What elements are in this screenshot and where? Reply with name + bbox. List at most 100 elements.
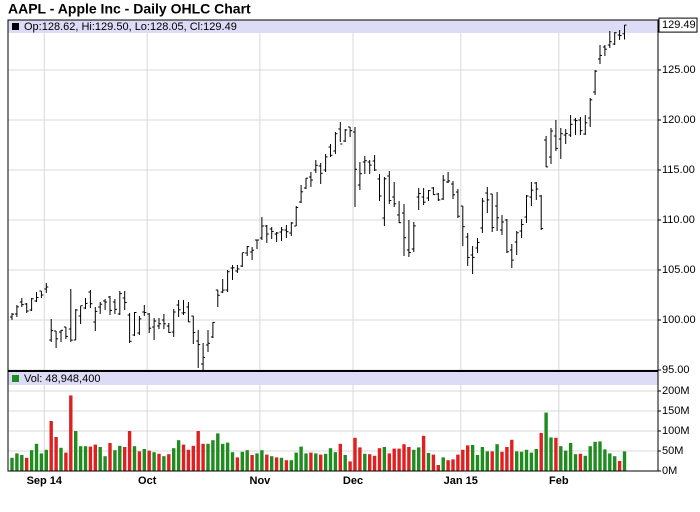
x-tick-label: Feb [549,475,569,487]
ohlc-bar [250,247,255,260]
ohlc-bar [426,190,431,201]
volume-bar [593,441,597,471]
volume-bar [201,443,205,471]
ohlc-bar [54,330,59,348]
ohlc-bar [602,45,607,56]
y-tick-label: 115.00 [662,164,695,176]
ohlc-bar [313,160,318,173]
ohlc-bar [519,219,524,238]
price-legend: Op:128.62, Hi:129.50, Lo:128.05, Cl:129.… [24,21,237,33]
grid [8,20,658,472]
volume-bar [59,447,63,471]
ohlc-bar [377,174,382,201]
ohlc-bar [206,330,210,352]
volume-bar [270,456,274,471]
volume-bar [510,439,514,471]
volume-bar [421,435,426,471]
volume-bar [573,454,578,471]
ohlc-bar [558,128,563,159]
ohlc-bar [441,175,446,200]
ohlc-bar [299,185,304,203]
volume-legend-band [8,372,658,385]
volume-bar [608,453,612,471]
ohlc-bar [157,318,161,329]
volume-bar [240,451,244,471]
ohlc-bar [49,319,54,342]
volume-bar [299,446,303,471]
volume-bar [554,437,558,471]
ohlc-bar [485,187,490,213]
volume-bar [328,448,333,471]
ohlc-bar [215,289,220,307]
volume-bar [363,453,367,471]
ohlc-bar [357,162,362,190]
volume-bar [78,446,83,471]
volume-bar [69,395,73,471]
volume-bar [568,443,573,471]
volume-bar [387,453,391,471]
ohlc-bar [593,70,598,95]
volume-bar [524,449,529,471]
ohlc-bar [68,289,73,342]
ohlc-bar [362,156,367,174]
ohlc-bar [186,302,191,323]
ohlc-bar [220,279,225,293]
ohlc-bar [14,305,19,317]
ohlc-bar [83,298,88,309]
volume-legend: Vol: 48,948,400 [24,373,100,385]
y-tick-label: 0M [662,465,677,477]
ohlc-bar [34,292,39,302]
volume-bar [485,451,489,471]
volume-bar [480,447,485,471]
volume-bar [617,461,622,471]
price-legend-swatch [12,23,19,30]
ohlc-bar [588,98,593,127]
ohlc-bar [264,225,269,243]
volume-bar [98,447,102,471]
volume-bar [147,450,151,471]
volume-bar [470,445,475,471]
volume-bar [265,454,269,471]
volume-bar [245,450,249,471]
ohlc-bar [411,222,416,252]
ohlc-bar [353,127,357,207]
ohlc-bar [289,222,294,236]
ohlc-bar [39,290,44,298]
volume-bar [529,452,534,471]
volume-bar [216,433,220,471]
volume-bar [74,431,78,471]
volume-bar [29,450,34,471]
ohlc-bar [333,132,338,154]
ohlc-bar [112,299,117,314]
ohlc-bar [210,321,215,338]
volume-bar [39,453,44,471]
ohlc-bar [348,126,353,137]
ohlc-bar [534,182,539,200]
ohlc-bar [10,313,14,320]
ohlc-bar [166,323,171,333]
ohlc-bar [490,193,495,232]
ohlc-bar [382,177,387,226]
ohlc-bar [612,32,617,45]
ohlc-bar [235,265,240,273]
y-tick-label: 105.00 [662,264,696,276]
volume-bar [274,457,279,471]
volume-bar [392,448,396,471]
volume-bar [221,443,225,471]
volume-bar [495,444,499,471]
volume-bar [426,453,431,471]
ohlc-bar [269,227,274,239]
volume-bar [54,437,58,471]
ohlc-bar [279,227,284,241]
plot-background [8,20,658,471]
ohlc-bar [553,120,558,151]
volume-bar [382,447,387,471]
volume-bar [377,448,382,471]
volume-bar [358,447,362,471]
volume-bar [333,452,338,471]
ohlc-bar [387,171,392,204]
ohlc-bar [451,181,455,199]
volume-bar [260,450,264,471]
ohlc-bar [617,30,622,40]
volume-bar [103,456,107,471]
